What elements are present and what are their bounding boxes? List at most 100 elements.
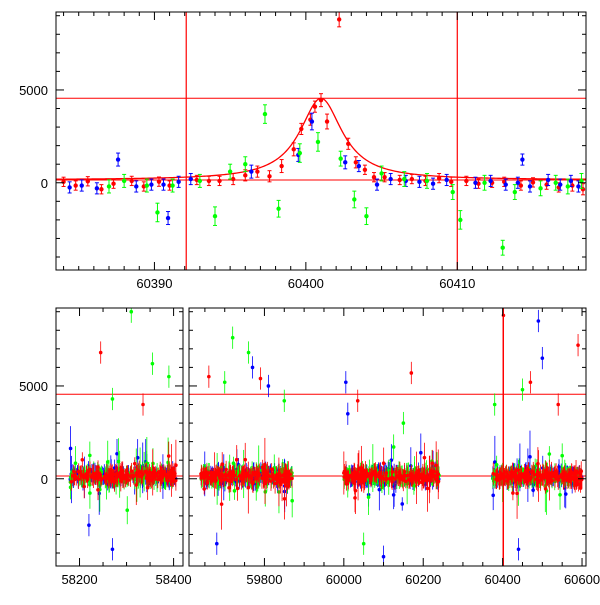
data-marker [269,479,273,483]
data-marker [313,104,317,108]
data-marker [434,464,438,468]
data-marker [233,489,237,493]
green-point [107,180,111,193]
data-marker [362,475,366,479]
data-marker [225,478,229,482]
data-marker [111,473,115,477]
data-marker [528,455,532,459]
red-point [207,176,211,185]
season-point [346,403,350,425]
data-marker [231,336,235,340]
season-point [111,388,115,410]
red-point [337,12,341,27]
data-marker [346,412,350,416]
data-marker [207,179,211,183]
data-marker [344,380,348,384]
data-marker [290,499,294,503]
data-marker [120,473,124,477]
data-marker [205,473,209,477]
data-marker [220,502,224,506]
data-marker [217,179,221,183]
data-marker [74,474,78,478]
data-marker [215,542,219,546]
data-marker [167,375,171,379]
season-point [167,366,171,388]
blue-point [189,173,193,184]
top-x-tick-label: 60410 [439,276,475,291]
data-marker [136,471,140,475]
data-marker [558,182,562,186]
red-point [86,177,90,186]
data-marker [257,465,261,469]
data-marker [402,177,406,181]
data-marker [72,470,76,474]
data-marker [425,474,429,478]
data-marker [390,476,394,480]
green-point [538,181,542,196]
data-marker [421,476,425,480]
data-marker [122,477,126,481]
data-marker [501,246,505,250]
data-marker [431,181,435,185]
data-marker [149,182,153,186]
data-marker [267,384,271,388]
season-point [129,301,133,323]
data-marker [219,478,223,482]
season-point [69,426,73,471]
data-marker [282,399,286,403]
red-point [73,181,77,190]
data-marker [263,112,267,116]
data-marker [451,190,455,194]
red-point [363,165,367,174]
blue-point [67,182,71,193]
data-marker [400,502,404,506]
data-marker [151,475,155,479]
blue-point [95,183,99,194]
blue-point [520,154,524,165]
data-marker [264,472,268,476]
data-marker [235,458,239,462]
data-marker [382,175,386,179]
data-marker [435,471,439,475]
data-marker [227,486,231,490]
data-marker [81,458,85,462]
data-marker [189,177,193,181]
data-marker [86,179,90,183]
data-marker [364,214,368,218]
data-marker [520,157,524,161]
data-marker [159,479,163,483]
data-marker [88,454,92,458]
data-marker [67,185,71,189]
top-plot-area [56,12,586,270]
data-marker [116,157,120,161]
data-marker [152,470,156,474]
data-marker [343,160,347,164]
data-marker [325,119,329,123]
season-point [419,433,423,471]
blue-point [116,153,120,166]
data-marker [140,471,144,475]
data-marker [238,474,242,478]
data-marker [169,479,173,483]
red-point [398,175,402,184]
data-marker [402,474,406,478]
red-point [292,143,296,156]
data-marker [115,475,119,479]
data-marker [410,371,414,375]
season-point [125,496,129,524]
data-marker [369,475,373,479]
data-marker [251,481,255,485]
green-point [228,164,232,179]
data-marker [202,475,206,479]
data-marker [224,468,228,472]
season-point [392,434,396,459]
data-marker [146,486,150,490]
data-marker [267,174,271,178]
data-marker [554,181,558,185]
season-point [111,538,115,560]
season-point [402,412,406,434]
data-marker [362,542,366,546]
data-marker [130,469,134,473]
green-point [501,240,505,255]
